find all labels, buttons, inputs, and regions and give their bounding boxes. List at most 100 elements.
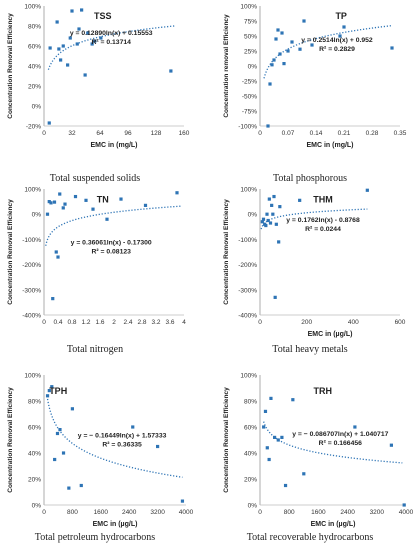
- data-point: [52, 200, 57, 204]
- y-tick-label: -100%: [22, 237, 41, 244]
- y-tick-label: 0%: [32, 503, 42, 510]
- data-point: [58, 428, 62, 432]
- data-point: [175, 191, 179, 195]
- data-point: [261, 217, 266, 221]
- x-tick-label: 4000: [399, 509, 414, 516]
- data-point: [84, 198, 88, 202]
- r-squared: R² = 0.36335: [102, 441, 142, 448]
- chart-tn-svg: -400% -300% -200% -100% 0% 100% 0 0.4 0.8 1.2 1.6 2…: [7, 187, 186, 327]
- caption-tss: Total suspended solids: [49, 173, 141, 184]
- chart-title: TRH: [314, 386, 333, 396]
- data-point: [48, 46, 52, 50]
- x-axis-label: EMC in (mg/L): [90, 142, 137, 149]
- data-point: [267, 197, 271, 201]
- x-axis-label: EMC in (µg/L): [308, 331, 353, 338]
- data-point: [262, 425, 266, 429]
- x-tick-label: 3.2: [151, 319, 160, 326]
- x-tick-label: 0: [42, 509, 46, 516]
- y-tick-label: 100%: [240, 187, 257, 194]
- data-point: [291, 398, 295, 402]
- y-axis-label: Concentration Removal Efficiency: [7, 13, 14, 119]
- chart-trh: 0% 20% 40% 60% 80% 100% 0 800 1600 2400 3200 4000 Co…: [210, 365, 419, 550]
- y-tick-label: -300%: [238, 287, 257, 294]
- x-tick-label: 0.07: [282, 130, 295, 137]
- y-tick-label: 40%: [244, 451, 257, 458]
- chart-title: TN: [97, 195, 109, 205]
- r-squared: R² = 0.0244: [305, 226, 341, 233]
- x-tick-label: 600: [395, 319, 406, 326]
- data-point: [302, 19, 306, 23]
- chart-thm: -400% -300% -200% -100% 0% 100% 0 200 400 600 Conc…: [210, 183, 419, 363]
- y-tick-label: 20%: [28, 477, 41, 484]
- data-point: [272, 194, 276, 199]
- y-tick-label: 100%: [240, 373, 257, 380]
- data-point: [93, 39, 97, 43]
- data-point: [310, 43, 314, 47]
- x-tick-label: 3200: [150, 509, 165, 516]
- data-point: [70, 9, 74, 13]
- data-point: [389, 443, 393, 447]
- chart-title: THM: [313, 195, 333, 205]
- x-tick-label: 160: [179, 130, 190, 137]
- chart-tp-svg: -100% -75% -50% -25% 0% 25% 50% 75% 100% 0 0.07 0.1…: [223, 4, 407, 150]
- trendline: [45, 205, 181, 246]
- y-tick-label: 100%: [240, 4, 257, 11]
- x-tick-label: 0.21: [338, 130, 351, 137]
- x-tick-label: 0: [258, 509, 262, 516]
- data-point: [286, 49, 290, 53]
- y-tick-label: 0%: [248, 212, 258, 219]
- chart-tph: 0% 20% 40% 60% 80% 100% 0 800 1600 2400 3200 4000 Co…: [0, 365, 210, 550]
- r-squared: R² = 0.08123: [91, 248, 131, 255]
- data-point: [268, 82, 272, 86]
- data-point: [298, 198, 302, 202]
- y-tick-label: 100%: [24, 373, 41, 380]
- y-tick-label: -400%: [238, 313, 257, 320]
- r-squared: R² = 0.166456: [319, 440, 362, 447]
- data-point: [280, 435, 284, 439]
- caption-trh: Total recoverable hydrocarbons: [246, 532, 374, 543]
- data-point: [55, 20, 59, 24]
- y-axis-label: Concentration Removal Efficiency: [223, 199, 230, 305]
- chart-title: TPH: [49, 386, 67, 396]
- x-tick-label: 2.8: [137, 319, 146, 326]
- chart-thm-svg: -400% -300% -200% -100% 0% 100% 0 200 400 600 Conc…: [223, 187, 406, 339]
- data-point: [55, 431, 60, 436]
- y-axis-label: Concentration Removal Efficiency: [7, 387, 14, 493]
- trend-equation: y = 0.12890ln(x) + 0.15553: [70, 30, 153, 37]
- x-tick-label: 0: [42, 319, 46, 326]
- r-squared: R² = 0.13714: [91, 39, 131, 46]
- y-axis-label: Concentration removal Efficiency: [223, 14, 230, 118]
- data-point: [267, 457, 271, 462]
- data-point: [269, 396, 273, 400]
- data-point: [131, 425, 135, 429]
- trend-equation: y = 0.2514ln(x) + 0.952: [301, 37, 373, 44]
- data-point: [47, 121, 51, 125]
- trend-equation: y = 0.36061ln(x) - 0.17300: [71, 239, 152, 246]
- x-tick-label: 4: [182, 319, 186, 326]
- y-tick-label: -400%: [22, 313, 41, 320]
- data-point: [51, 297, 55, 301]
- x-tick-label: 2: [112, 319, 116, 326]
- trend-equation: y = − 0.16449ln(x) + 1.57333: [78, 432, 167, 439]
- data-point: [342, 25, 346, 29]
- x-tick-label: 0.28: [366, 130, 379, 137]
- data-point: [282, 62, 286, 66]
- y-tick-label: -100%: [238, 237, 257, 244]
- data-point: [68, 36, 72, 40]
- y-tick-label: 0%: [248, 503, 258, 510]
- data-point: [353, 425, 357, 429]
- data-point: [273, 295, 277, 299]
- data-point: [276, 28, 280, 32]
- data-point: [50, 385, 54, 389]
- y-tick-label: 60%: [28, 425, 41, 432]
- y-axis-label: Concentration Removal Efficiency: [7, 199, 14, 305]
- data-point: [66, 63, 70, 67]
- x-tick-label: 2400: [340, 509, 355, 516]
- x-axis-label: EMC in (µg/L): [311, 521, 356, 528]
- data-point: [265, 212, 269, 216]
- x-tick-label: 3200: [370, 509, 385, 516]
- y-tick-label: 80%: [244, 399, 257, 406]
- data-point: [83, 73, 87, 77]
- y-tick-label: -75%: [242, 109, 257, 116]
- data-point: [86, 31, 90, 35]
